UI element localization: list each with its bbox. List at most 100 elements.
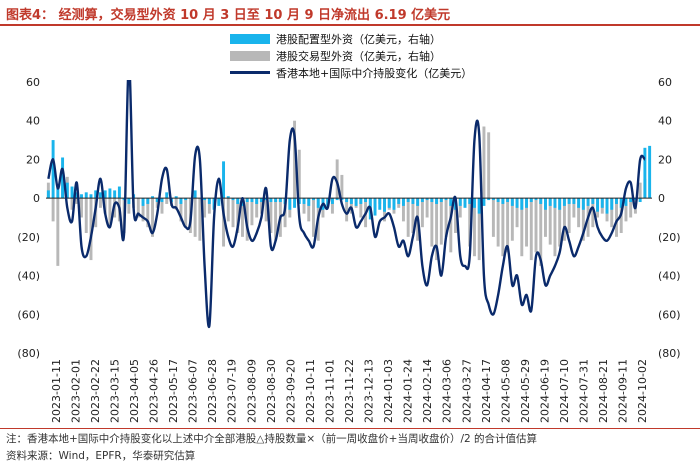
trading-bar — [510, 198, 514, 241]
allocation-bar — [510, 198, 514, 206]
right-axis-tick-label: 40 — [658, 115, 672, 128]
left-axis-tick-label: (40) — [17, 270, 40, 283]
title-rule — [0, 24, 700, 26]
x-tick-label: 2023-02-22 — [89, 359, 102, 423]
allocation-bar — [165, 192, 169, 199]
trading-bar — [439, 198, 443, 245]
trading-bar — [610, 198, 614, 228]
allocation-bar — [619, 198, 623, 208]
trading-bar — [84, 198, 88, 233]
allocation-bar — [463, 198, 467, 208]
trading-bar — [89, 198, 93, 261]
allocation-bar — [345, 198, 349, 203]
allocation-bar — [577, 198, 581, 208]
trading-bar — [193, 198, 197, 237]
allocation-bar — [94, 190, 98, 199]
allocation-bar — [581, 198, 585, 210]
trading-bar — [198, 198, 202, 241]
trading-bar — [293, 120, 297, 199]
allocation-bar — [61, 157, 65, 199]
allocation-bar — [241, 198, 244, 206]
trading-bar — [250, 198, 254, 226]
trading-bar — [491, 198, 495, 237]
allocation-bar — [558, 198, 562, 210]
trading-bar — [141, 198, 145, 222]
trading-bar — [226, 198, 230, 222]
left-axis-tick-label: 0 — [33, 192, 40, 205]
trading-bar — [449, 198, 453, 253]
trading-bar — [297, 149, 301, 199]
trading-bar — [591, 198, 595, 228]
allocation-bar — [117, 186, 121, 199]
allocation-bar — [567, 198, 571, 204]
trading-bar — [544, 198, 547, 237]
allocation-bar — [487, 198, 491, 201]
trading-bar — [572, 198, 576, 218]
trading-bar — [335, 159, 339, 199]
allocation-bar — [491, 198, 495, 201]
allocation-bar — [307, 198, 311, 206]
trading-bar — [468, 198, 472, 247]
x-tick-label: 2023-10-11 — [304, 359, 317, 423]
right-axis-tick-label: (40) — [658, 270, 681, 283]
allocation-bar — [373, 198, 377, 216]
allocation-bar — [113, 190, 117, 199]
x-tick-label: 2023-04-05 — [128, 359, 141, 423]
allocation-bar — [226, 196, 230, 199]
allocation-bar — [151, 196, 154, 199]
allocation-bar — [89, 194, 93, 199]
left-axis-tick-label: 20 — [26, 153, 40, 166]
trading-bar — [236, 198, 240, 233]
trading-bar — [529, 198, 533, 261]
allocation-bar — [259, 198, 263, 203]
footnote: 注：香港本地+国际中介持股变化以上述中介全部港股△持股数量×（前一周收盘价+当周… — [6, 433, 538, 445]
allocation-bar — [302, 198, 306, 204]
trading-bar — [420, 198, 424, 228]
trading-bar — [312, 198, 315, 237]
trading-bar — [444, 198, 448, 237]
legend-item-intermediary: 香港本地+国际中介持股变化（亿美元） — [230, 64, 472, 81]
allocation-bar — [548, 198, 552, 206]
allocation-bar — [520, 198, 524, 210]
trading-bar — [255, 198, 259, 218]
trading-bar — [108, 198, 112, 228]
allocation-bar — [591, 198, 595, 204]
legend-label-allocation: 港股配置型外资（亿美元，右轴） — [276, 32, 441, 46]
trading-bar — [269, 198, 273, 233]
allocation-bar — [439, 198, 443, 203]
allocation-bar — [515, 198, 519, 208]
trading-bar — [98, 198, 102, 208]
allocation-bar — [387, 198, 391, 208]
allocation-bar — [648, 145, 652, 199]
x-tick-label: 2023-01-11 — [50, 359, 63, 423]
trading-bar — [231, 198, 235, 228]
trading-bar — [548, 198, 552, 245]
trading-bar — [75, 198, 79, 204]
trading-bar — [506, 198, 510, 253]
allocation-bar — [458, 198, 462, 206]
allocation-bar — [80, 194, 83, 199]
allocation-bar — [46, 190, 50, 199]
trading-bar — [553, 198, 557, 257]
trading-bar — [638, 182, 642, 199]
allocation-bar — [84, 192, 88, 199]
allocation-bar — [65, 182, 69, 199]
allocation-bar — [359, 198, 363, 204]
trading-bar — [515, 198, 519, 228]
x-tick-label: 2023-07-19 — [226, 359, 239, 423]
x-tick-label: 2024-01-03 — [382, 359, 395, 423]
legend: 港股配置型外资（亿美元，右轴） 港股交易型外资（亿美元，右轴） 香港本地+国际中… — [230, 30, 472, 81]
allocation-bar — [506, 198, 510, 203]
left-axis-tick-label: (20) — [17, 231, 40, 244]
allocation-bar — [501, 198, 505, 204]
trading-bar — [477, 198, 481, 261]
trading-bar — [146, 198, 150, 228]
trading-bar — [127, 198, 131, 214]
allocation-bar — [468, 198, 472, 204]
trading-bar — [411, 198, 415, 233]
allocation-bar — [278, 198, 282, 203]
allocation-bar — [477, 198, 481, 214]
allocation-bar — [108, 188, 112, 199]
trading-bar — [330, 198, 334, 214]
allocation-bar — [605, 198, 609, 214]
